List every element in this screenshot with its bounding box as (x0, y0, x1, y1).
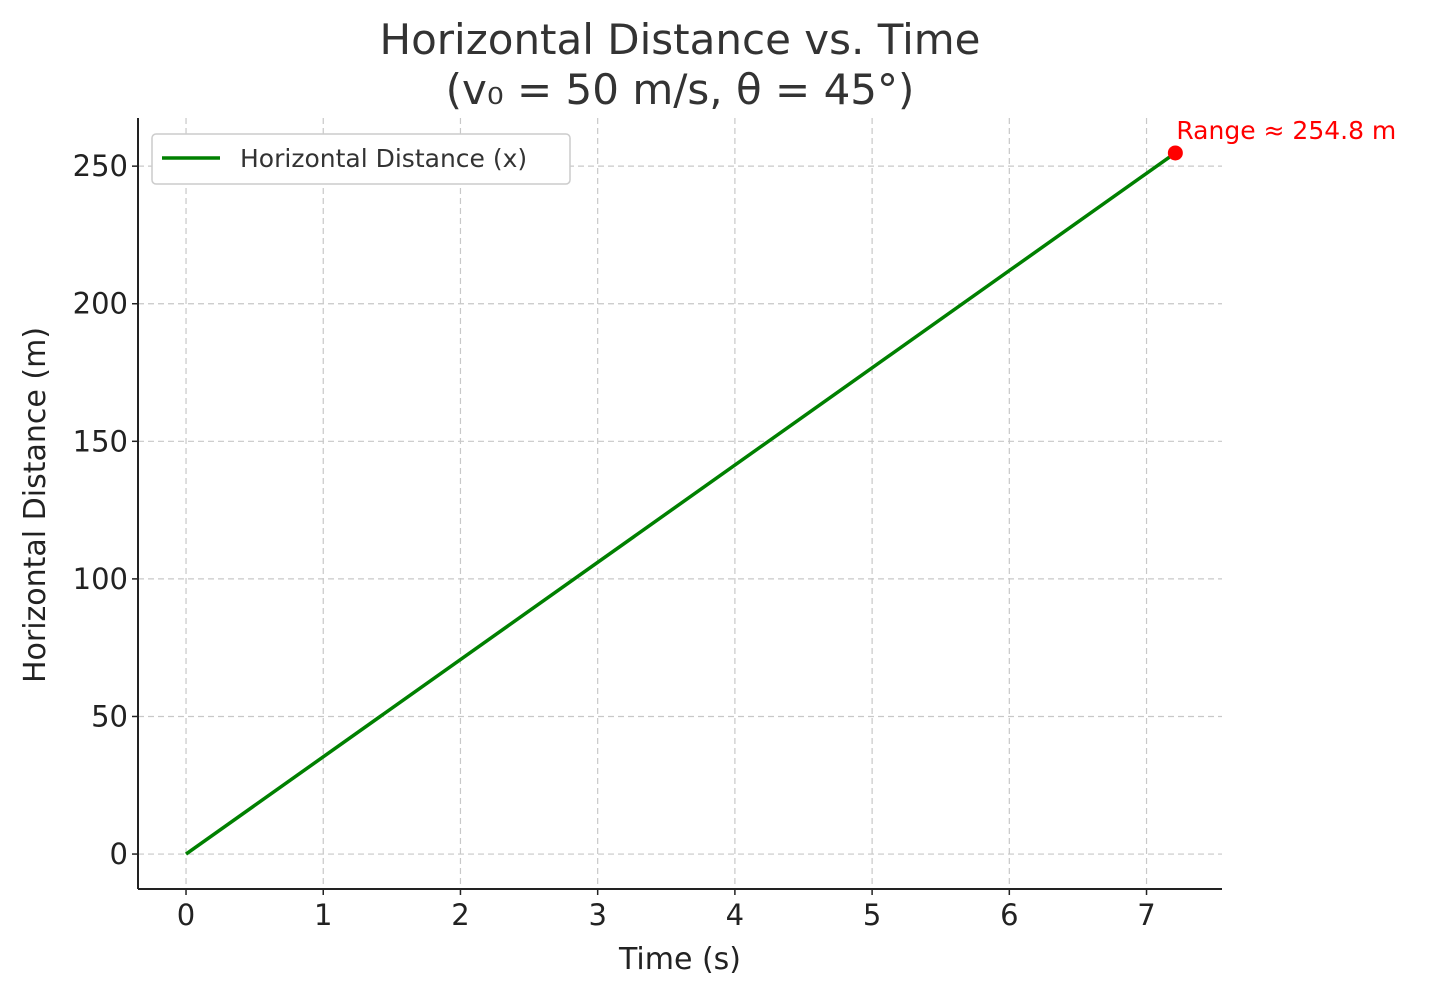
y-axis-label: Horizontal Distance (m) (18, 327, 53, 683)
x-tick-label: 1 (314, 898, 332, 932)
range-annotation: Range ≈ 254.8 m (1167, 116, 1396, 161)
x-axis-ticks: 0 1 2 3 4 5 6 7 (177, 889, 1156, 932)
x-tick-label: 6 (1000, 898, 1018, 932)
x-tick-label: 0 (177, 898, 195, 932)
x-tick-label: 5 (863, 898, 881, 932)
legend-label: Horizontal Distance (x) (240, 144, 527, 173)
series-line (185, 151, 1177, 856)
y-tick-label: 50 (91, 699, 128, 733)
y-tick-label: 250 (73, 149, 128, 183)
chart-title-line1: Horizontal Distance vs. Time (379, 15, 980, 64)
x-tick-label: 3 (588, 898, 606, 932)
legend-box (151, 133, 571, 185)
chart-title: Horizontal Distance vs. Time (v₀ = 50 m/… (379, 15, 980, 114)
x-tick-label: 2 (451, 898, 469, 932)
chart-title-line2: (v₀ = 50 m/s, θ = 45°) (446, 65, 915, 114)
grid-lines (138, 118, 1222, 889)
range-point (1167, 145, 1183, 161)
x-tick-label: 4 (726, 898, 744, 932)
axes-spines (137, 118, 1222, 890)
x-tick-label: 7 (1137, 898, 1155, 932)
y-tick-label: 0 (110, 837, 128, 871)
x-axis-label: Time (s) (618, 942, 741, 977)
y-tick-label: 100 (73, 562, 128, 596)
y-tick-label: 200 (73, 287, 128, 321)
range-annotation-label: Range ≈ 254.8 m (1176, 116, 1396, 145)
y-tick-label: 150 (73, 424, 128, 458)
y-axis-ticks: 0 50 100 150 200 250 (73, 149, 138, 871)
plot-series (185, 151, 1177, 856)
legend: Horizontal Distance (x) (151, 133, 571, 185)
